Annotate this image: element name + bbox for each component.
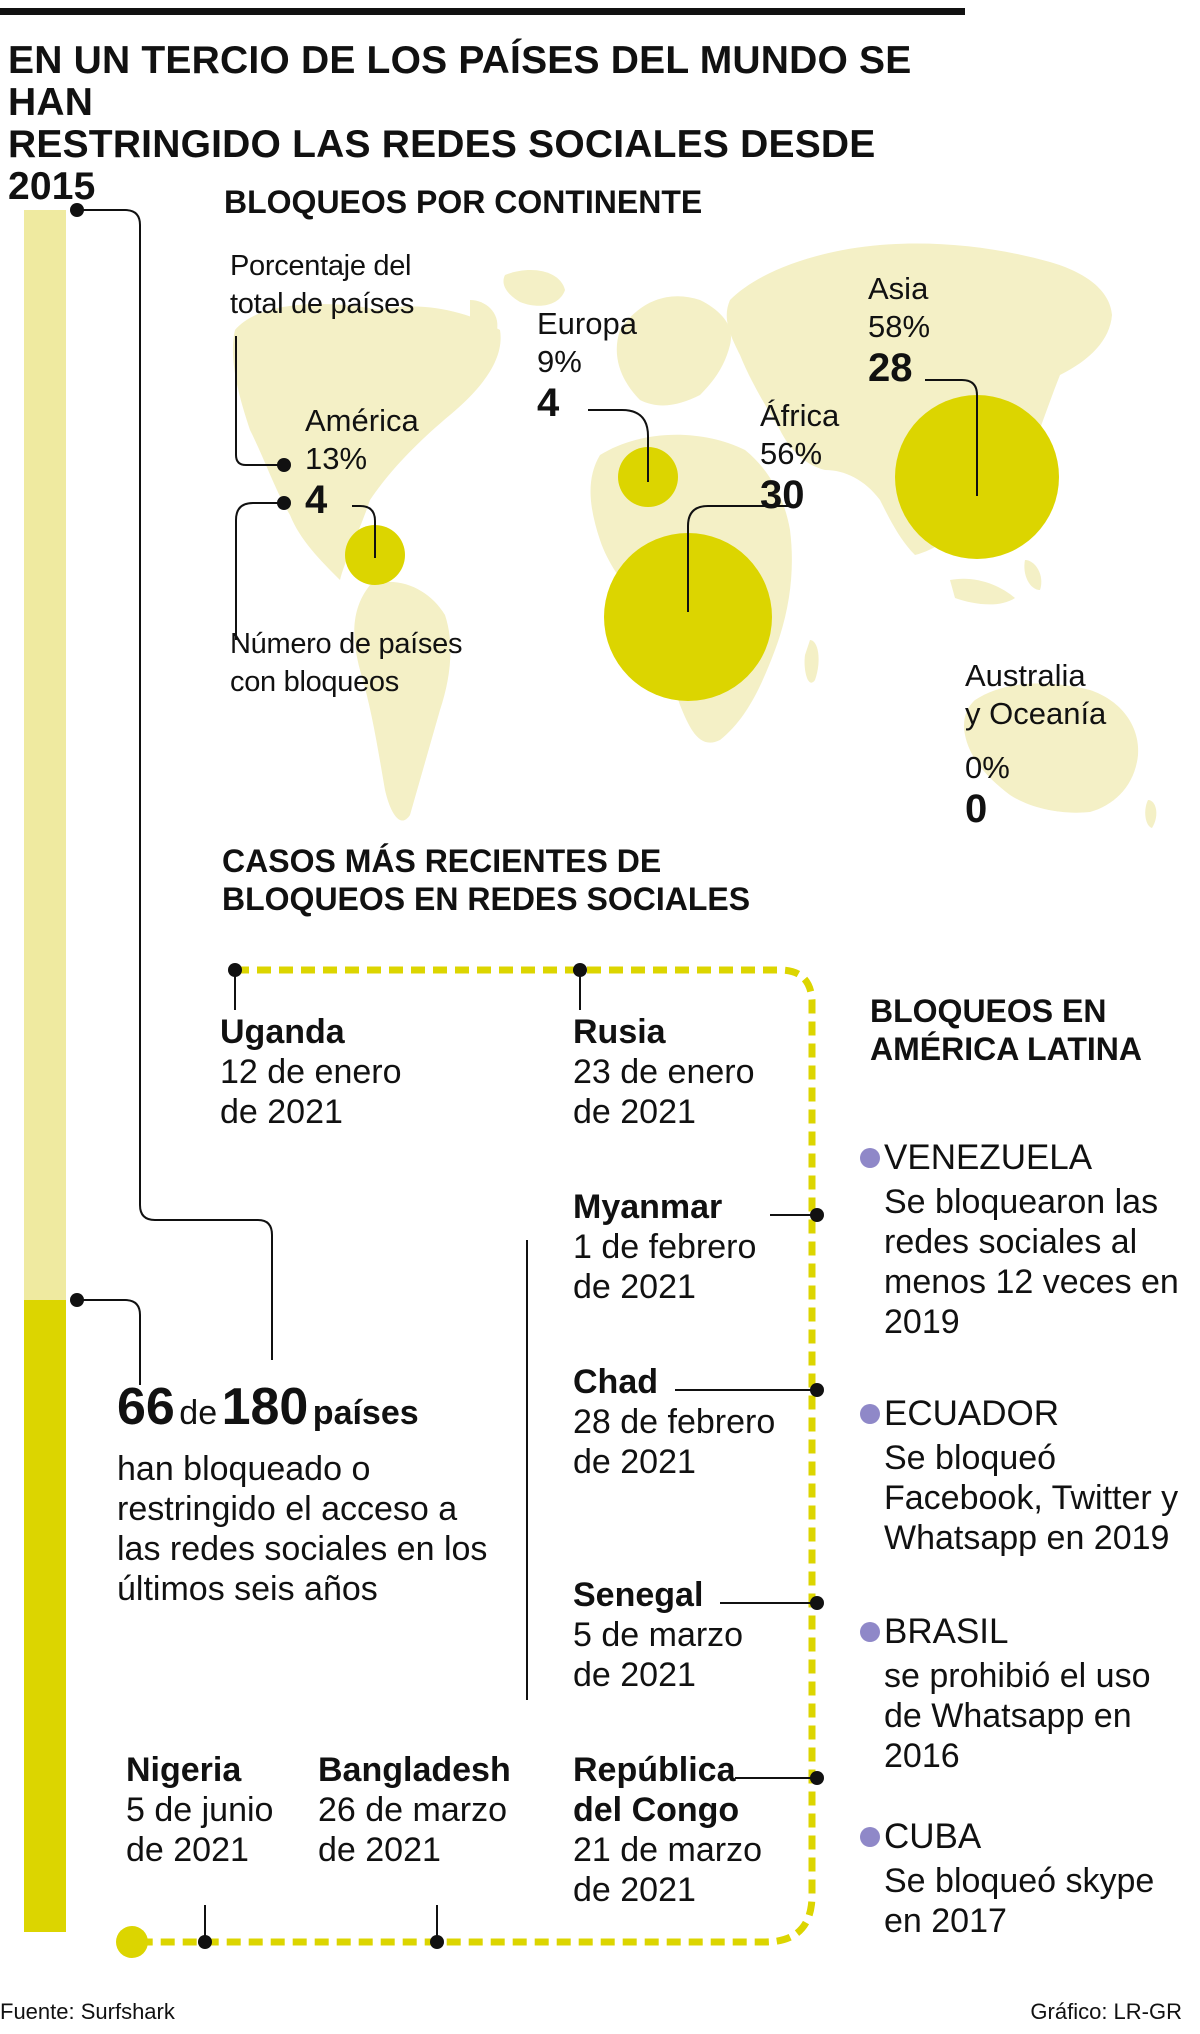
event-congo: República del Congo 21 de marzo de 2021: [573, 1751, 762, 1909]
latam-ecuador: ECUADOR Se bloqueó Facebook, Twitter y W…: [884, 1394, 1179, 1557]
event-nigeria: Nigeria 5 de junio de 2021: [126, 1751, 274, 1869]
continent-america: América 13% 4: [305, 403, 419, 522]
latam-venezuela: VENEZUELA Se bloquearon las redes social…: [884, 1138, 1179, 1341]
recent-heading: CASOS MÁS RECIENTES DE BLOQUEOS EN REDES…: [222, 843, 751, 917]
continent-asia: Asia 58% 28: [868, 271, 931, 390]
event-ticks: [204, 970, 817, 1942]
timeline-loop: [132, 966, 816, 1946]
top-rule: [0, 8, 965, 15]
latam-heading: BLOQUEOS EN AMÉRICA LATINA: [870, 993, 1142, 1067]
continent-africa: África 56% 30: [760, 398, 840, 517]
legend-count: Número de países con bloqueos: [230, 628, 463, 698]
event-bangladesh: Bangladesh 26 de marzo de 2021: [318, 1751, 511, 1869]
bubble-leaders: [235, 336, 978, 640]
continent-europa: Europa 9% 4: [537, 306, 637, 425]
event-uganda: Uganda 12 de enero de 2021: [220, 1013, 402, 1131]
footer-credit: Gráfico: LR-GR: [1030, 1999, 1182, 2024]
event-chad: Chad 28 de febrero de 2021: [573, 1363, 776, 1481]
page-title: EN UN TERCIO DE LOS PAÍSES DEL MUNDO SE …: [8, 39, 912, 208]
summary-block: 66 de 180 países han bloqueado o restrin…: [117, 1378, 537, 1609]
event-myanmar: Myanmar 1 de febrero de 2021: [573, 1188, 757, 1306]
latam-brasil: BRASIL se prohibió el uso de Whatsapp en…: [884, 1612, 1151, 1775]
legend-percent: Porcentaje del total de países: [230, 250, 415, 320]
timeline-bar-dark: [24, 1300, 66, 1932]
map-heading: BLOQUEOS POR CONTINENTE: [224, 184, 703, 220]
africa-bubble: [604, 533, 772, 701]
timeline-end-dot: [116, 1926, 148, 1958]
event-senegal: Senegal 5 de marzo de 2021: [573, 1576, 744, 1694]
timeline-bar-light: [24, 210, 66, 1300]
footer-source: Fuente: Surfshark: [0, 1999, 175, 2024]
latam-bullets: [860, 1148, 880, 1847]
connector-dot-top: [70, 203, 84, 217]
event-rusia: Rusia 23 de enero de 2021: [573, 1013, 755, 1131]
summary-headline: 66 de 180 países: [117, 1378, 419, 1436]
continent-oceania: Australia y Oceanía 0% 0: [965, 658, 1107, 831]
connector-dot-bottom: [70, 1293, 84, 1307]
legend-dot-percent: [277, 458, 291, 472]
legend-dot-count: [277, 496, 291, 510]
connectors: [77, 209, 273, 1385]
latam-cuba: CUBA Se bloqueó skype en 2017: [884, 1817, 1155, 1940]
